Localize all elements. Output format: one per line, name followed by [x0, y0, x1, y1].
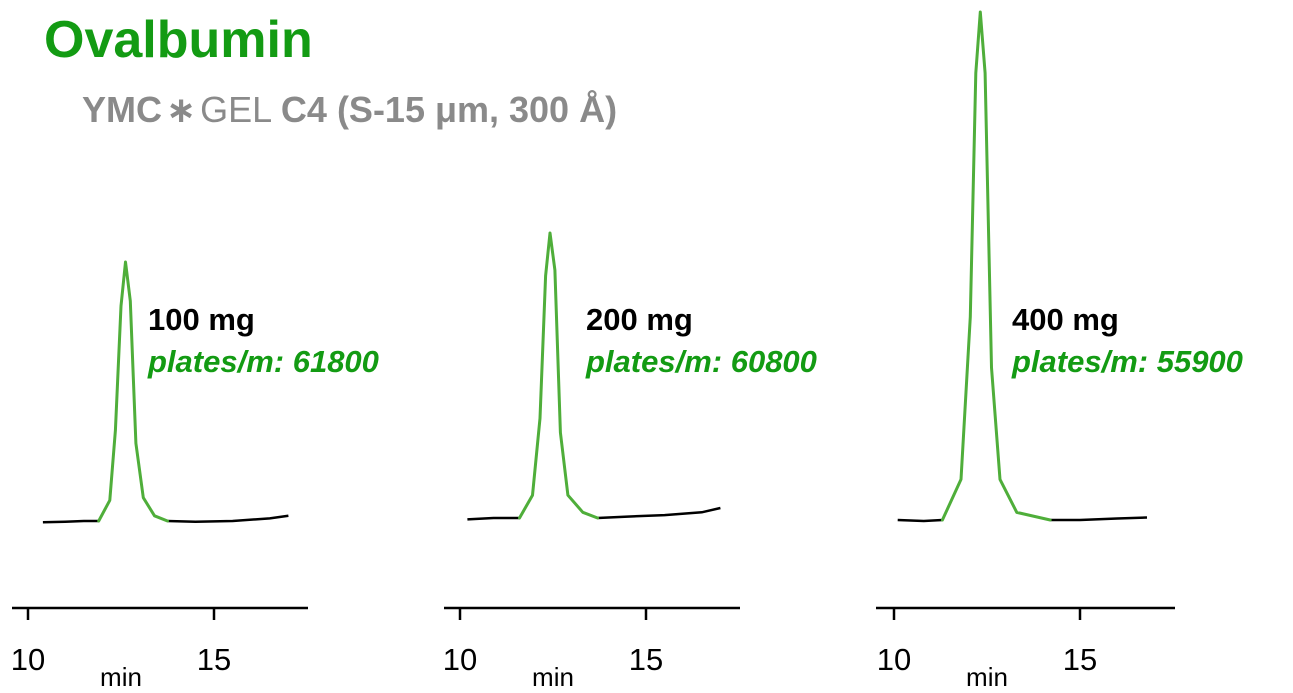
figure-subtitle: YMC ∗ GEL C4 (S-15 μm, 300 Å): [82, 92, 617, 128]
subtitle-phase: C4: [280, 89, 327, 130]
baseline-left-line: [42, 519, 99, 524]
x-tick-label: 10: [877, 642, 911, 677]
peak-line: [940, 10, 1052, 522]
x-tick-label: 10: [11, 642, 45, 677]
x-tick-label: 15: [629, 642, 663, 677]
baseline-left-line: [897, 518, 943, 523]
x-tick-label: 15: [1063, 642, 1097, 677]
subtitle-brand: YMC: [82, 89, 162, 130]
baseline-right-line: [167, 514, 289, 524]
x-tick-label: 15: [197, 642, 231, 677]
peak-line: [97, 260, 169, 523]
star-icon: ∗: [166, 89, 197, 130]
figure-title: Ovalbumin: [44, 11, 313, 69]
baseline-left-line: [467, 516, 520, 521]
peak-line: [518, 231, 600, 520]
subtitle-spec: (S-15 μm, 300 Å): [336, 89, 618, 130]
panel-0: 10 15 min: [11, 260, 308, 692]
load-label-200mg: 200 mg: [586, 302, 693, 337]
baseline-right-line: [1050, 516, 1148, 522]
plates-label-200mg: plates/m: 60800: [586, 344, 817, 379]
x-axis-label: min: [532, 662, 574, 692]
plates-label-400mg: plates/m: 55900: [1012, 344, 1243, 379]
x-axis-label: min: [100, 662, 142, 692]
x-tick-label: 10: [443, 642, 477, 677]
panel-1: 10 15 min: [443, 231, 740, 692]
load-label-400mg: 400 mg: [1012, 302, 1119, 337]
subtitle-gel: GEL: [200, 89, 271, 130]
baseline-right-line: [597, 506, 721, 520]
plates-label-100mg: plates/m: 61800: [148, 344, 379, 379]
x-axis-label: min: [966, 662, 1008, 692]
load-label-100mg: 100 mg: [148, 302, 255, 337]
panel-2: 10 15 min: [876, 10, 1175, 692]
